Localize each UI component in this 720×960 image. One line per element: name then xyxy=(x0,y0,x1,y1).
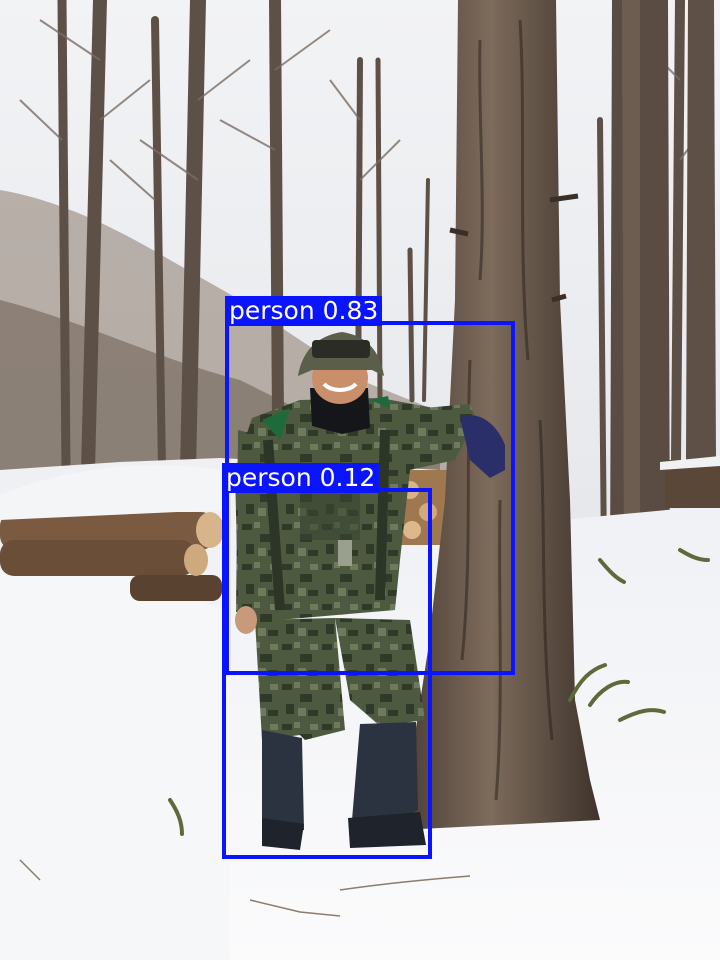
detection-class: person xyxy=(226,463,312,492)
detection-confidence: 0.83 xyxy=(322,296,379,325)
detection-confidence: 0.12 xyxy=(319,463,376,492)
detection-box-person-2 xyxy=(222,488,432,859)
detection-label-person-1: person 0.83 xyxy=(225,296,383,326)
detection-label-person-2: person 0.12 xyxy=(222,463,380,493)
detection-class: person xyxy=(229,296,315,325)
